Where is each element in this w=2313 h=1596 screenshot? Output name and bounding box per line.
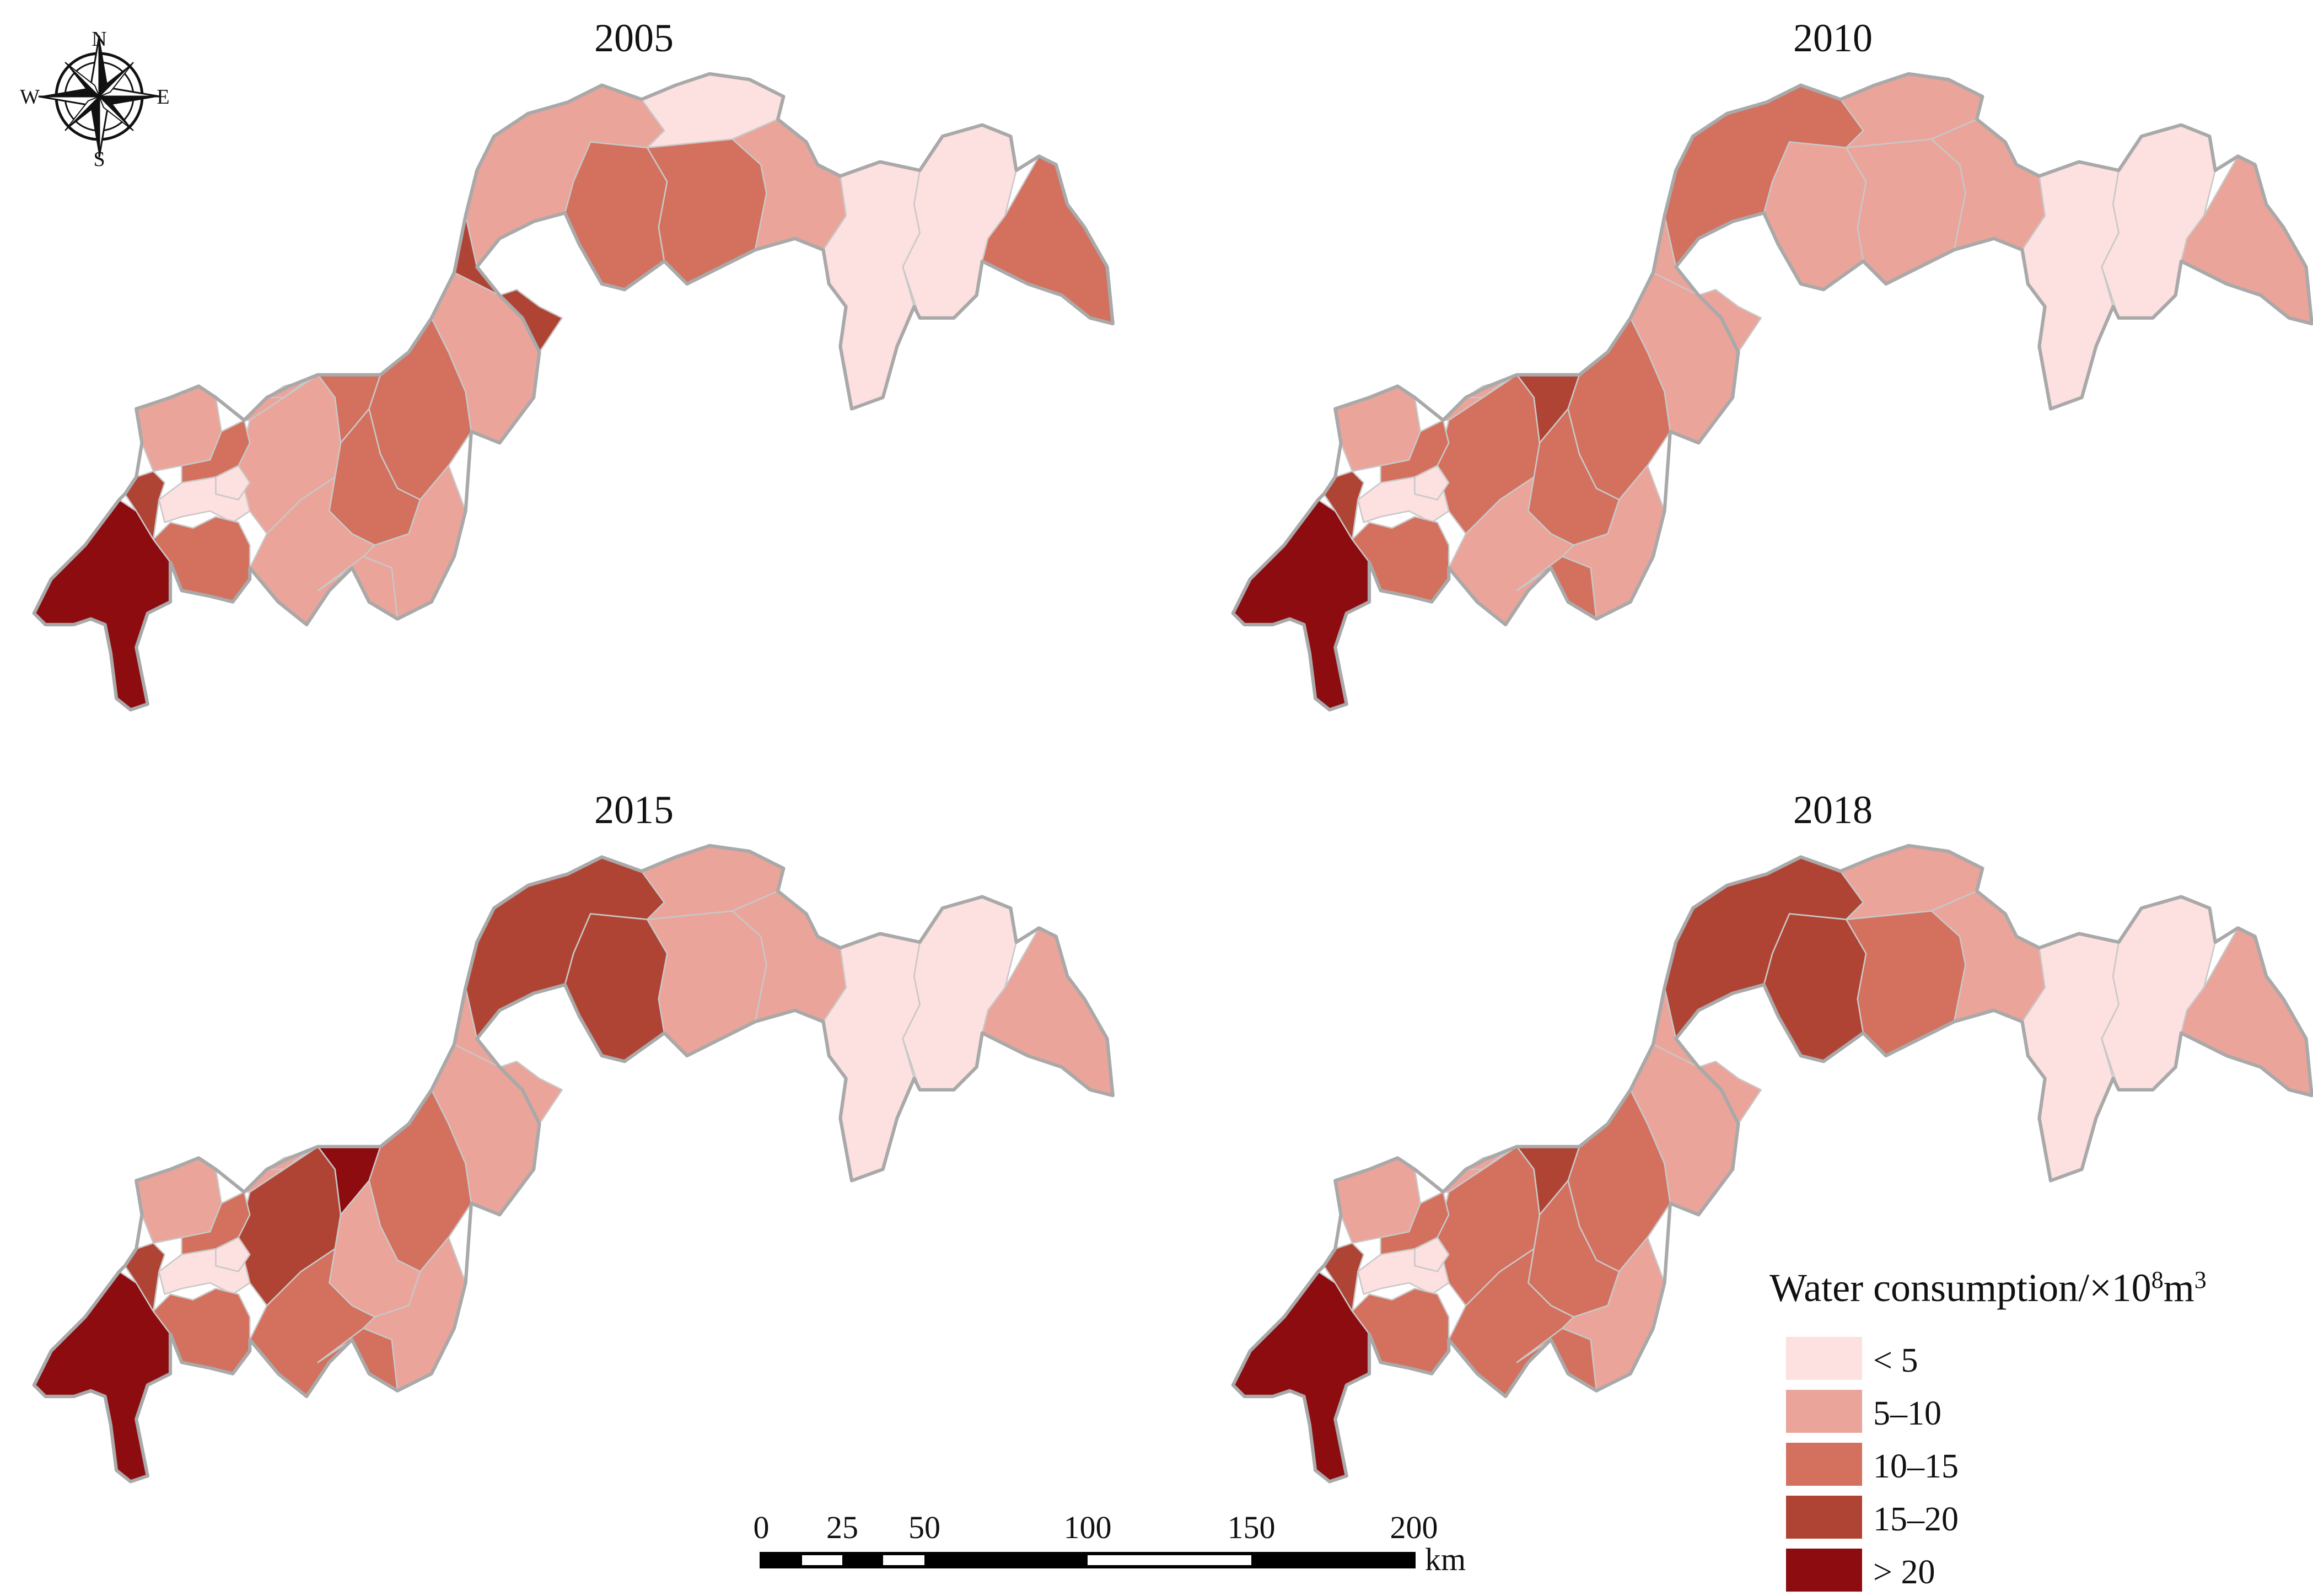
- scale-tick-label: 25: [826, 1509, 858, 1545]
- legend-swatch: [1786, 1549, 1862, 1592]
- county-region-2: [564, 913, 668, 1062]
- choropleth-map: [32, 843, 1115, 1484]
- county-region-23: [1380, 1191, 1450, 1255]
- legend-class-label: 10–15: [1873, 1448, 1959, 1485]
- legend: Water consumption/×108m3 < 5 5–10 10–15 …: [1769, 1266, 2207, 1592]
- county-region-18: [1334, 385, 1421, 472]
- map-panel-2018: 2018: [1231, 788, 2313, 1484]
- study-area-boundary: [1231, 843, 2313, 1484]
- scale-bar-segment: [761, 1554, 802, 1567]
- county-region-7: [902, 124, 1017, 319]
- county-region-26: [1414, 465, 1450, 501]
- county-region-22: [124, 470, 165, 540]
- county-region-18: [135, 385, 222, 472]
- compass-north-label: N: [92, 28, 106, 51]
- legend-title-exponent: 8: [2151, 1266, 2164, 1293]
- county-region-23: [181, 1191, 251, 1255]
- scale-tick-label: 0: [754, 1509, 770, 1545]
- choropleth-map: [1231, 843, 2313, 1484]
- scale-tick-label: 200: [1390, 1509, 1438, 1545]
- county-region-26: [1414, 1237, 1450, 1272]
- scale-bar-segment: [1251, 1554, 1414, 1567]
- county-region-23: [181, 419, 251, 483]
- legend-swatch: [1786, 1496, 1862, 1539]
- legend-swatch: [1786, 1390, 1862, 1433]
- county-region-22: [1323, 470, 1364, 540]
- county-region-2: [1763, 913, 1867, 1062]
- choropleth-map: [1231, 72, 2313, 712]
- county-region-18: [1334, 1157, 1421, 1244]
- scale-bar-segment: [924, 1554, 1088, 1567]
- panel-year-title: 2018: [1793, 788, 1873, 832]
- county-region-7: [902, 896, 1017, 1091]
- compass-west-label: W: [20, 85, 40, 109]
- county-region-22: [124, 1242, 165, 1312]
- legend-title-unit-exponent: 3: [2194, 1266, 2207, 1293]
- choropleth-map: [32, 72, 1115, 712]
- legend-class-label: 15–20: [1873, 1501, 1959, 1538]
- map-panel-2010: 2010: [1231, 16, 2313, 712]
- legend-title-text: Water consumption/×10: [1769, 1266, 2151, 1310]
- panel-year-title: 2015: [594, 788, 674, 832]
- legend-title-unit: m: [2164, 1266, 2194, 1310]
- panel-year-title: 2005: [594, 16, 674, 60]
- legend-class-label: > 20: [1873, 1554, 1935, 1591]
- panel-year-title: 2010: [1793, 16, 1873, 60]
- county-region-7: [2101, 124, 2216, 319]
- compass-rose-icon: N S E W: [20, 28, 170, 171]
- county-region-26: [215, 1237, 251, 1272]
- scale-tick-label: 150: [1228, 1509, 1276, 1545]
- legend-swatch: [1786, 1337, 1862, 1380]
- study-area-boundary: [1231, 72, 2313, 712]
- scale-tick-label: 50: [908, 1509, 940, 1545]
- county-region-18: [135, 1157, 222, 1244]
- county-region-2: [564, 141, 668, 291]
- legend-class-label: 5–10: [1873, 1395, 1941, 1432]
- county-region-2: [1763, 141, 1867, 291]
- map-panel-2015: 2015: [32, 788, 1115, 1484]
- scale-bar-segment: [842, 1554, 883, 1567]
- county-region-7: [2101, 896, 2216, 1091]
- legend-swatch: [1786, 1443, 1862, 1486]
- compass-east-label: E: [157, 85, 169, 109]
- legend-class-label: < 5: [1873, 1342, 1918, 1379]
- county-region-22: [1323, 1242, 1364, 1312]
- county-region-23: [1380, 419, 1450, 483]
- county-region-26: [215, 465, 251, 501]
- scale-tick-label: 100: [1064, 1509, 1112, 1545]
- scale-bar: 0 25 50 100 150 200 km: [754, 1509, 1466, 1577]
- compass-south-label: S: [93, 148, 105, 171]
- study-area-boundary: [32, 843, 1115, 1484]
- scale-unit-label: km: [1425, 1541, 1466, 1577]
- study-area-boundary: [32, 72, 1115, 712]
- legend-title: Water consumption/×108m3: [1769, 1266, 2207, 1310]
- map-panel-2005: 2005: [32, 16, 1115, 712]
